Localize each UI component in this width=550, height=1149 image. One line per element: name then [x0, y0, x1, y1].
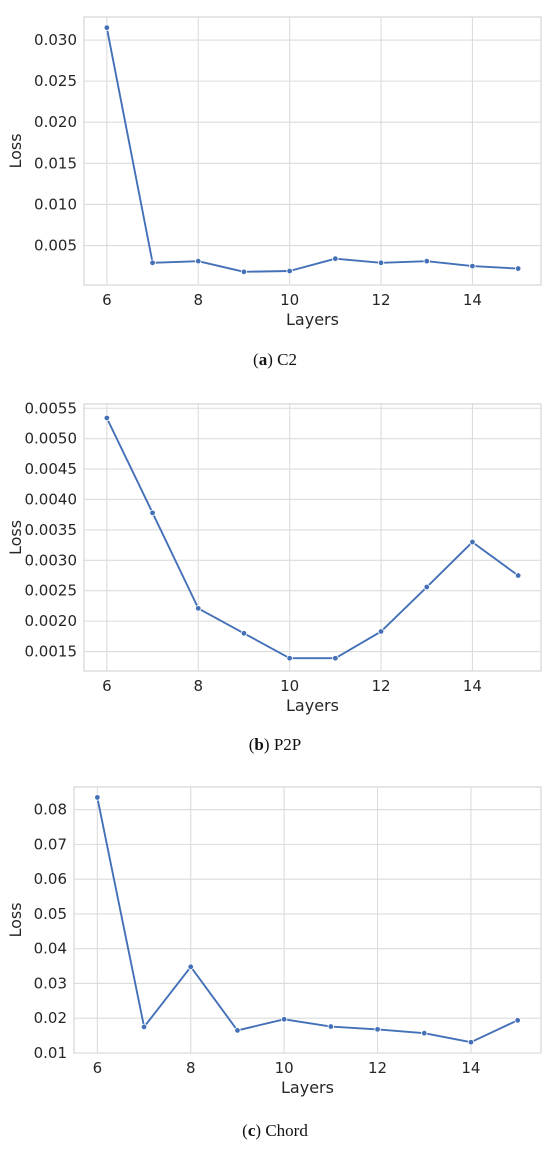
caption-c-letter: c [247, 1121, 256, 1140]
y-tick-label-b: 0.0035 [25, 521, 78, 539]
series-line-a [105, 27, 519, 273]
data-point-a [469, 262, 476, 270]
y-axis-title-c: Loss [6, 902, 25, 937]
data-point-c [467, 1039, 475, 1046]
series-line-c [96, 797, 519, 1044]
x-tick-label-a: 8 [193, 291, 203, 309]
y-tick-label-a: 0.010 [34, 195, 77, 213]
x-axis-title-b: Layers [286, 696, 339, 715]
data-point-b [240, 630, 248, 637]
data-point-a [332, 255, 339, 262]
y-tick-label-b: 0.0020 [25, 612, 78, 630]
data-point-b [514, 572, 522, 579]
x-tick-label-c: 6 [93, 1059, 103, 1077]
data-point-a [103, 24, 111, 31]
caption-b-letter: b [254, 735, 264, 754]
data-point-a [286, 267, 293, 275]
caption-a-letter: a [258, 350, 268, 369]
series-line-b [105, 417, 519, 660]
x-tick-label-b: 14 [463, 677, 482, 695]
x-tick-label-b: 12 [372, 677, 391, 695]
chart-c: 6 8 10 12 14 0.01 0.02 0.03 0.04 0.05 0.06 0.07 0.08… [6, 786, 542, 1097]
y-tick-label-b: 0.0050 [25, 430, 78, 448]
data-point-b [149, 509, 156, 517]
data-point-b [195, 605, 202, 612]
y-tick-label-c: 0.08 [34, 801, 67, 819]
y-axis-title-b: Loss [6, 520, 25, 555]
caption-a: (a) C2 [253, 350, 297, 369]
caption-b: (b) P2P [248, 735, 302, 754]
data-point-c [140, 1023, 148, 1031]
data-point-c [187, 963, 194, 970]
plot-area-c [73, 786, 542, 1054]
y-tick-label-c: 0.04 [34, 940, 67, 958]
y-tick-label-c: 0.03 [34, 974, 67, 992]
y-tick-label-b: 0.0055 [25, 399, 78, 417]
data-point-b [103, 414, 111, 422]
x-tick-label-c: 10 [275, 1059, 294, 1077]
y-tick-label-c: 0.02 [34, 1009, 67, 1027]
x-axis-title-a: Layers [286, 310, 339, 329]
plot-area-b [83, 403, 542, 672]
y-tick-label-a: 0.005 [34, 237, 77, 255]
y-tick-label-b: 0.0045 [25, 460, 78, 478]
x-tick-label-a: 14 [463, 291, 482, 309]
caption-c-text: Chord [265, 1121, 308, 1140]
x-tick-label-b: 10 [280, 677, 299, 695]
data-point-a [377, 259, 385, 267]
data-point-b [332, 655, 339, 662]
x-tick-label-a: 6 [102, 291, 112, 309]
data-point-c [94, 794, 101, 801]
data-point-c [421, 1029, 428, 1037]
caption-a-text: C2 [277, 350, 297, 369]
data-point-b [286, 655, 293, 662]
x-tick-label-c: 14 [461, 1059, 480, 1077]
data-point-b [377, 628, 385, 635]
y-tick-label-b: 0.0030 [25, 551, 78, 569]
data-point-a [149, 259, 156, 267]
chart-a: 6 8 10 12 14 0.005 0.010 0.015 0.020 0.025 0.030 La… [6, 16, 542, 329]
data-point-b [469, 538, 476, 546]
y-tick-label-b: 0.0040 [25, 490, 78, 508]
x-tick-label-a: 12 [372, 291, 391, 309]
data-point-c [280, 1016, 288, 1023]
y-tick-label-a: 0.025 [34, 72, 77, 90]
y-tick-label-b: 0.0015 [25, 643, 78, 661]
y-tick-label-b: 0.0025 [25, 582, 78, 600]
caption-c: (c) Chord [242, 1121, 308, 1140]
data-point-a [514, 265, 522, 272]
data-point-c [234, 1027, 241, 1034]
y-tick-label-a: 0.030 [34, 31, 77, 49]
plot-area-a [83, 16, 542, 286]
x-tick-label-b: 6 [102, 677, 112, 695]
y-tick-label-c: 0.01 [34, 1044, 67, 1062]
data-point-c [374, 1026, 381, 1033]
x-tick-label-c: 12 [368, 1059, 387, 1077]
x-tick-label-c: 8 [186, 1059, 196, 1077]
y-tick-label-a: 0.015 [34, 154, 77, 172]
y-axis-title-a: Loss [6, 133, 25, 168]
data-point-a [240, 268, 248, 276]
caption-b-text: P2P [273, 735, 302, 754]
y-tick-label-c: 0.07 [34, 835, 67, 853]
x-tick-label-a: 10 [280, 291, 299, 309]
data-point-a [423, 257, 430, 265]
chart-b: 6 8 10 12 14 0.0015 0.0020 0.0025 0.0030 0.0035 0.… [6, 399, 542, 715]
data-point-c [514, 1017, 521, 1024]
x-axis-title-c: Layers [281, 1078, 334, 1097]
data-point-c [327, 1023, 335, 1030]
data-point-a [195, 257, 202, 265]
y-tick-label-c: 0.06 [34, 870, 67, 888]
y-tick-label-a: 0.020 [34, 113, 77, 131]
x-tick-label-b: 8 [193, 677, 203, 695]
data-point-b [423, 583, 430, 591]
y-tick-label-c: 0.05 [34, 905, 67, 923]
